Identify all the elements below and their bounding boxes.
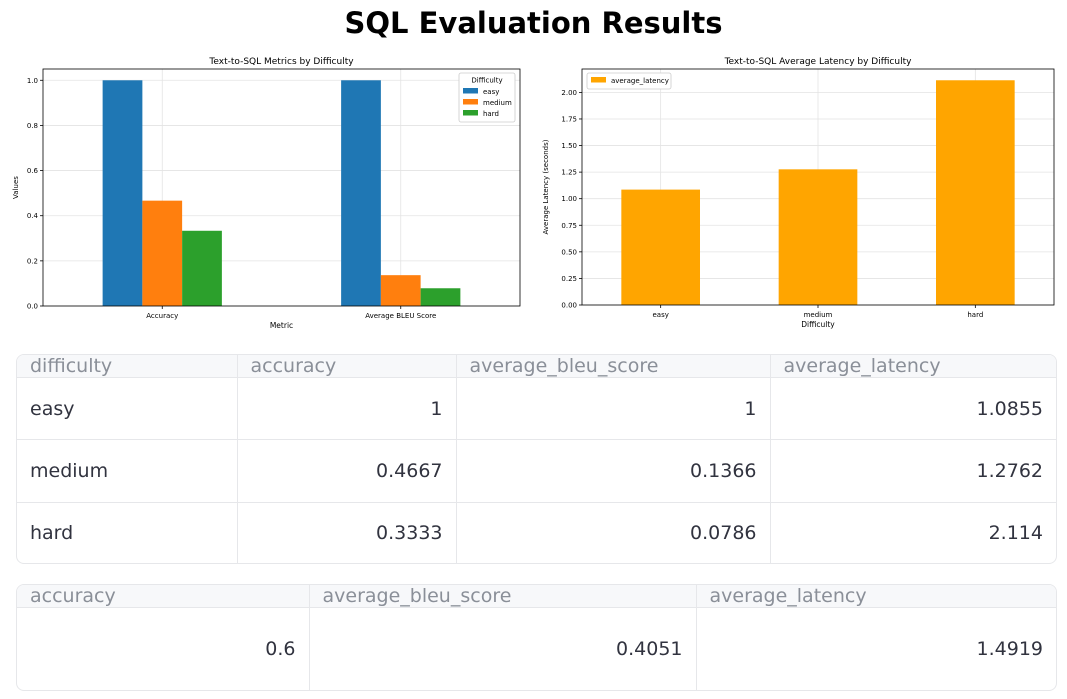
x-tick-label: Average BLEU Score bbox=[365, 312, 436, 320]
table-cell[interactable]: 0.4051 bbox=[309, 607, 697, 690]
chart-title: Text-to-SQL Metrics by Difficulty bbox=[208, 57, 354, 67]
legend-box bbox=[586, 72, 672, 90]
y-tick-label: 0.0 bbox=[27, 303, 38, 311]
y-tick-label: 1.0 bbox=[27, 77, 38, 85]
bar-hard bbox=[420, 288, 461, 306]
legend-swatch-hard bbox=[463, 110, 478, 116]
y-tick-label: 2.00 bbox=[561, 89, 577, 97]
y-tick-label: 0.00 bbox=[561, 302, 577, 310]
legend-swatch-easy bbox=[463, 88, 478, 94]
table-cell[interactable]: 0.3333 bbox=[237, 502, 457, 563]
difficulty-table-column-header-average-bleu-score[interactable]: average_bleu_score bbox=[456, 355, 771, 378]
table-cell[interactable]: 1.0855 bbox=[770, 377, 1056, 441]
legend-label-easy: easy bbox=[483, 88, 499, 96]
table-cell[interactable]: 2.114 bbox=[988, 521, 1043, 544]
legend: Difficulty easy medium hard bbox=[458, 72, 516, 123]
table-cell[interactable]: 1.2762 bbox=[770, 439, 1056, 503]
table-cell[interactable]: 1.4919 bbox=[976, 638, 1043, 660]
bar-hard bbox=[182, 230, 222, 306]
y-tick-label: 0.75 bbox=[561, 222, 577, 230]
table-cell[interactable]: 0.1366 bbox=[456, 439, 771, 503]
y-tick-label: 1.75 bbox=[561, 115, 577, 123]
x-tick-label: medium bbox=[804, 311, 833, 319]
legend-title: Difficulty bbox=[471, 77, 502, 85]
x-axis-label: Difficulty bbox=[801, 320, 835, 329]
x-tick-label: easy bbox=[652, 311, 668, 319]
table-row: 0.6 0.4051 1.4919 bbox=[17, 607, 1056, 690]
overall-table-column-header-average-bleu-score[interactable]: average_bleu_score bbox=[309, 585, 697, 608]
legend-label-medium: medium bbox=[483, 99, 512, 107]
difficulty-table-column-header-difficulty[interactable]: difficulty bbox=[17, 355, 238, 378]
y-tick-label: 0.50 bbox=[561, 248, 577, 256]
y-axis-label: Average Latency (seconds) bbox=[542, 139, 550, 234]
y-tick-label: 0.2 bbox=[27, 257, 38, 265]
legend-swatch-medium bbox=[463, 99, 478, 105]
y-tick-label: 1.50 bbox=[561, 142, 577, 150]
table-row: hard 0.3333 0.0786 2.114 bbox=[17, 502, 1056, 563]
table-cell[interactable]: 1 bbox=[237, 377, 457, 441]
difficulty-results-table: difficulty accuracy average_bleu_score aver… bbox=[16, 354, 1057, 564]
difficulty-table-column-header-average-latency[interactable]: average_latency bbox=[770, 355, 1056, 378]
bar-easy bbox=[102, 80, 143, 307]
overall-table-column-header-average-latency[interactable]: average_latency bbox=[696, 585, 1056, 608]
y-tick-label: 1.25 bbox=[561, 169, 577, 177]
bar-medium bbox=[380, 275, 421, 306]
bar-average_latency bbox=[621, 189, 700, 305]
table-cell[interactable]: hard bbox=[17, 502, 238, 563]
legend-swatch-average_latency bbox=[591, 77, 606, 83]
chart-title: Text-to-SQL Average Latency by Difficult… bbox=[724, 57, 913, 67]
x-axis-label: Metric bbox=[270, 321, 293, 330]
table-cell[interactable]: medium bbox=[17, 439, 238, 503]
bar-easy bbox=[341, 80, 381, 307]
y-tick-label: 0.4 bbox=[27, 212, 39, 220]
latency-by-difficulty-chart: Text-to-SQL Average Latency by Difficult… bbox=[542, 57, 1055, 329]
table-row: medium 0.4667 0.1366 1.2762 bbox=[17, 439, 1056, 503]
legend-box bbox=[458, 72, 516, 123]
plot-frame bbox=[42, 68, 521, 307]
legend: average_latency bbox=[586, 72, 672, 90]
y-tick-label: 0.8 bbox=[27, 122, 38, 130]
y-axis-label: Values bbox=[12, 176, 20, 199]
bar-average_latency bbox=[778, 169, 858, 305]
page-title: SQL Evaluation Results bbox=[344, 6, 723, 40]
table-cell[interactable]: 0.0786 bbox=[456, 502, 771, 563]
x-tick-label: hard bbox=[967, 311, 983, 319]
bar-average_latency bbox=[936, 80, 1015, 306]
bar-medium bbox=[142, 200, 183, 306]
table-row: easy 1 1 1.0855 bbox=[17, 377, 1056, 441]
table-cell[interactable]: 1 bbox=[456, 377, 771, 441]
table-cell[interactable]: 0.4667 bbox=[237, 439, 457, 503]
y-tick-label: 1.00 bbox=[561, 195, 577, 203]
y-tick-label: 0.25 bbox=[561, 275, 577, 283]
overall-table-column-header-accuracy[interactable]: accuracy bbox=[17, 585, 310, 608]
difficulty-table-column-header-accuracy[interactable]: accuracy bbox=[237, 355, 457, 378]
metrics-by-difficulty-chart: Text-to-SQL Metrics by Difficulty 0.0 0.2 0… bbox=[12, 57, 521, 330]
y-tick-label: 0.6 bbox=[27, 167, 39, 175]
legend-label-average_latency: average_latency bbox=[611, 77, 669, 85]
table-cell[interactable]: 0.6 bbox=[17, 607, 310, 690]
overall-results-table: accuracy average_bleu_score average_latenc… bbox=[16, 584, 1057, 691]
table-cell[interactable]: easy bbox=[17, 377, 238, 441]
legend-label-hard: hard bbox=[483, 110, 499, 118]
x-tick-label: Accuracy bbox=[146, 312, 178, 320]
